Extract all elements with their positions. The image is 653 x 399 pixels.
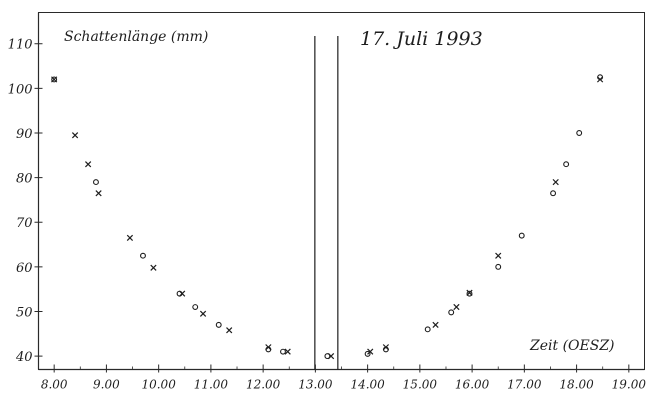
data-point-o <box>382 346 389 353</box>
data-point-x <box>432 321 439 328</box>
data-point-o <box>448 309 455 316</box>
data-point-x <box>85 161 92 168</box>
data-point-o <box>424 326 431 333</box>
data-point-x <box>126 234 134 241</box>
data-point-o <box>576 130 583 136</box>
x-tick-label: 13.00 <box>298 378 333 392</box>
data-point-o <box>495 263 502 270</box>
x-tick-label: 14.00 <box>350 378 385 392</box>
data-point-x <box>552 178 559 186</box>
x-tick-label: 10.00 <box>141 378 176 392</box>
x-tick-label: 15.00 <box>403 378 438 392</box>
chart-title: 17. Juli 1993 <box>360 28 483 50</box>
data-point-x <box>71 132 79 139</box>
y-tick-label: 40 <box>15 350 33 365</box>
data-point-o <box>364 350 371 357</box>
data-point-o <box>550 190 557 197</box>
data-point-o <box>563 161 570 168</box>
vertical-marker-lines <box>314 36 339 370</box>
x-tick-label: 16.00 <box>455 378 490 392</box>
y-tick-label: 60 <box>16 261 33 276</box>
y-tick-label: 70 <box>16 216 33 231</box>
y-axis-label: Schattenlänge (mm) <box>64 29 208 45</box>
y-axis-ticks: 40 50 60 70 80 90 100 110 <box>8 38 43 365</box>
data-point-o <box>51 76 58 83</box>
y-tick-label: 100 <box>8 82 33 97</box>
data-point-x <box>199 310 207 317</box>
data-point-o <box>597 74 604 81</box>
data-point-x <box>453 303 460 311</box>
x-tick-label: 19.00 <box>612 378 647 392</box>
data-point-o <box>324 353 331 360</box>
x-tick-label: 9.00 <box>93 378 120 392</box>
x-axis-label: Zeit (OESZ) <box>529 338 615 354</box>
x-tick-label: 17.00 <box>507 378 542 392</box>
data-point-o <box>518 232 525 239</box>
y-tick-label: 90 <box>16 127 33 142</box>
data-point-o <box>280 348 286 355</box>
x-tick-label: 8.00 <box>41 378 68 392</box>
x-axis-ticks: 8.00 9.00 10.00 11.00 12.00 13.00 14.00 15.00 16… <box>41 364 647 392</box>
data-point-o <box>215 321 222 328</box>
x-tick-label: 11.00 <box>194 378 229 392</box>
data-point-x <box>495 252 502 259</box>
data-points <box>51 74 604 360</box>
x-tick-label: 18.00 <box>559 378 594 392</box>
data-point-o <box>265 346 272 353</box>
data-point-x <box>284 348 291 355</box>
y-tick-label: 50 <box>16 305 33 320</box>
data-point-o <box>93 179 99 186</box>
data-point-x <box>150 264 157 271</box>
data-point-o <box>466 290 473 297</box>
y-tick-label: 110 <box>8 38 33 53</box>
data-point-x <box>367 348 374 355</box>
data-point-x <box>226 327 233 334</box>
data-point-o <box>140 252 146 259</box>
data-point-x <box>95 190 102 197</box>
data-point-o <box>176 290 183 297</box>
y-tick-label: 80 <box>16 172 33 187</box>
data-point-o <box>192 304 199 310</box>
x-tick-label: 12.00 <box>246 378 281 392</box>
